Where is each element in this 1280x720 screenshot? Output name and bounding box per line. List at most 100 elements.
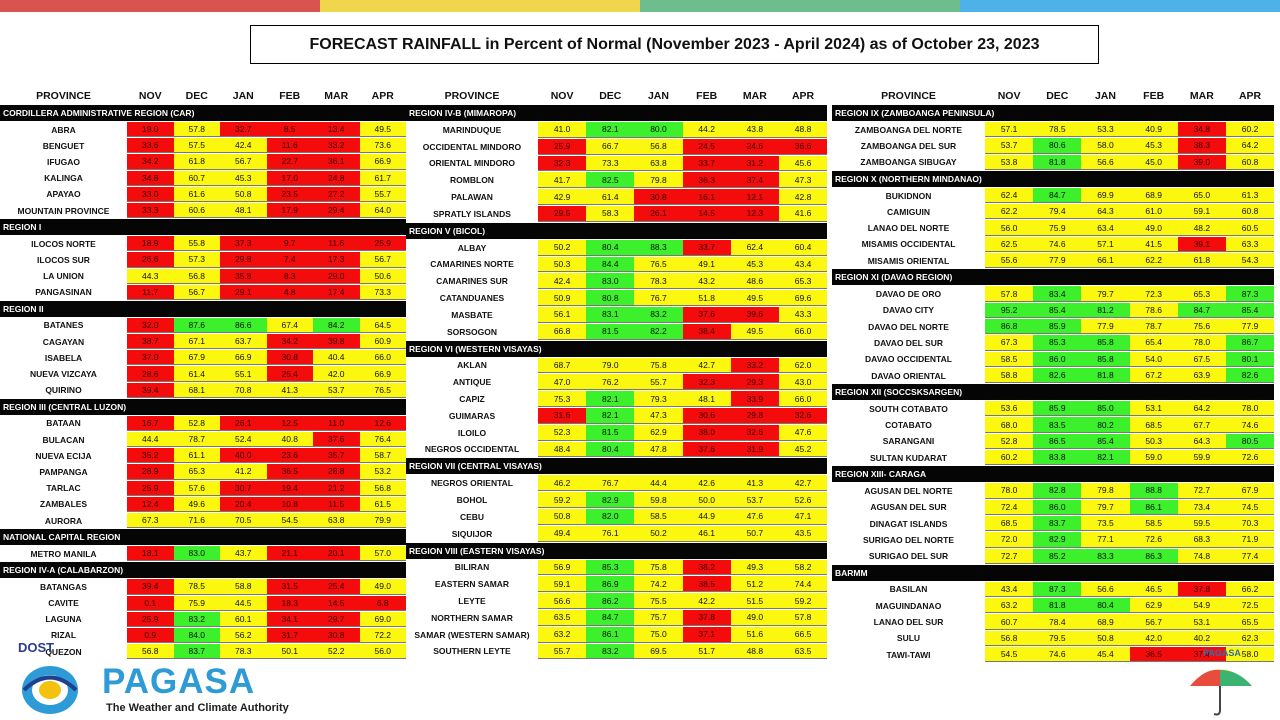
province-name: BATAAN (46, 418, 81, 429)
rainfall-value-cell: 35.7 (313, 448, 360, 464)
rainfall-value-cell: 29.0 (313, 268, 360, 284)
rainfall-value-cell: 39.6 (730, 306, 779, 323)
rainfall-value-cell: 67.7 (1177, 417, 1226, 433)
rainfall-value-cell: 83.3 (1081, 548, 1130, 564)
province-name: SAMAR (WESTERN SAMAR) (414, 629, 530, 640)
rainfall-value-cell: 70.3 (1225, 515, 1275, 532)
table-row: PALAWAN 42.9 61.4 30.8 16.1 12.1 42.8 (406, 189, 828, 205)
rainfall-value-cell: 16.1 (682, 189, 731, 205)
table-row: SULU 56.8 79.5 50.8 42.0 40.2 62.3 (832, 630, 1275, 647)
table-row: SURIGAO DEL NORTE 72.0 82.9 77.1 72.6 68.3 71.… (832, 532, 1275, 548)
rainfall-value-cell: 56.8 (985, 630, 1034, 647)
rainfall-value-cell: 30.6 (682, 407, 731, 424)
province-name: ZAMBOANGA DEL SUR (860, 140, 957, 151)
rainfall-value-cell: 56.0 (359, 644, 406, 660)
rainfall-value-cell: 85.3 (1033, 335, 1082, 351)
province-name: SURIGAO DEL SUR (868, 551, 949, 562)
rainfall-value-cell: 56.2 (220, 627, 267, 644)
table-row: TAWI-TAWI 54.5 74.6 45.4 36.5 37.4 58.0 (832, 647, 1275, 663)
rainfall-value-cell: 44.5 (220, 595, 267, 611)
rainfall-value-cell: 85.0 (1081, 401, 1130, 417)
rainfall-value-cell: 70.8 (220, 382, 267, 398)
rainfall-value-cell: 82.9 (1033, 532, 1082, 548)
rainfall-value-cell: 82.8 (1033, 483, 1082, 499)
page-title: FORECAST RAINFALL in Percent of Normal (… (250, 25, 1099, 64)
rainfall-value-cell: 26.1 (220, 415, 267, 431)
rainfall-value-cell: 57.1 (1081, 236, 1130, 253)
province-name: AGUSAN DEL NORTE (864, 485, 953, 496)
rainfall-value-cell: 69.0 (359, 611, 406, 627)
province-name: CAMARINES NORTE (430, 259, 514, 270)
province-name: ZAMBALES (39, 499, 88, 510)
rainfall-value-cell: 87.6 (173, 317, 220, 334)
rainfall-value-cell: 36.5 (1129, 647, 1178, 663)
rainfall-value-cell: 74.6 (1033, 236, 1082, 253)
rainfall-value-cell: 44.4 (127, 432, 174, 448)
rainfall-value-cell: 50.6 (359, 268, 406, 284)
rainfall-value-cell: 26.1 (634, 205, 683, 222)
rainfall-value-cell: 45.3 (730, 256, 779, 273)
rainfall-value-cell: 23.5 (266, 186, 313, 202)
rainfall-value-cell: 48.1 (682, 391, 731, 407)
rainfall-value-cell: 43.4 (778, 256, 828, 273)
rainfall-value-cell: 19.0 (127, 122, 174, 138)
rainfall-value-cell: 30.8 (313, 627, 360, 644)
rainfall-value-cell: 79.3 (634, 391, 683, 407)
rainfall-value-cell: 43.3 (778, 306, 828, 323)
rainfall-value-cell: 37.8 (1177, 581, 1226, 598)
table-row: NEGROS ORIENTAL 46.2 76.7 44.4 42.6 41.3 42.7 (406, 475, 828, 492)
header-month: FEB (1143, 90, 1165, 102)
rainfall-value-cell: 83.0 (173, 546, 220, 562)
table-row: LA UNION 44.3 56.8 35.8 8.3 29.0 50.6 (0, 268, 406, 284)
rainfall-value-cell: 61.8 (173, 154, 220, 170)
province-name: IFUGAO (46, 156, 81, 167)
rainfall-value-cell: 59.8 (634, 492, 683, 508)
rainfall-value-cell: 47.1 (778, 508, 828, 525)
rainfall-value-cell: 60.5 (1225, 220, 1275, 236)
rainfall-value-cell: 38.2 (682, 559, 731, 576)
rainfall-value-cell: 25.4 (313, 579, 360, 595)
rainfall-value-cell: 58.7 (359, 448, 406, 464)
region-header: REGION IV-A (CALABARZON) (0, 562, 406, 579)
rainfall-value-cell: 86.0 (1033, 499, 1082, 515)
rainfall-value-cell: 76.7 (586, 475, 635, 492)
table-row: MARINDUQUE 41.0 82.1 80.0 44.2 43.8 48.8 (406, 122, 828, 138)
rainfall-value-cell: 79.7 (1081, 499, 1130, 515)
rainfall-value-cell: 64.5 (359, 317, 406, 334)
rainfall-value-cell: 50.1 (266, 644, 313, 660)
rainfall-value-cell: 66.9 (359, 366, 406, 382)
table-row: GUIMARAS 31.6 82.1 47.3 30.6 29.8 32.6 (406, 407, 828, 424)
rainfall-value-cell: 79.7 (1081, 286, 1130, 302)
rainfall-value-cell: 46.1 (682, 525, 731, 542)
table-row: SOUTHERN LEYTE 55.7 83.2 69.5 51.7 48.8 63.5 (406, 643, 828, 660)
rainfall-value-cell: 56.7 (173, 284, 220, 300)
rainfall-value-cell: 76.7 (634, 290, 683, 306)
rainfall-value-cell: 64.3 (1177, 433, 1226, 450)
table-row: LANAO DEL NORTE 56.0 75.9 63.4 49.0 48.2 60.5 (832, 220, 1275, 236)
rainfall-value-cell: 24.8 (313, 170, 360, 186)
rainfall-value-cell: 29.1 (220, 284, 267, 300)
province-name: EASTERN SAMAR (434, 579, 510, 590)
table-row: ROMBLON 41.7 82.5 79.8 36.3 37.4 47.3 (406, 172, 828, 189)
rainfall-value-cell: 60.7 (173, 170, 220, 186)
rainfall-value-cell: 51.2 (730, 576, 779, 593)
rainfall-value-cell: 53.7 (730, 492, 779, 508)
rainfall-value-cell: 25.9 (127, 480, 174, 496)
region-header: REGION IX (ZAMBOANGA PENINSULA) (832, 105, 1275, 121)
rainfall-value-cell: 28.6 (127, 366, 174, 382)
rainfall-value-cell: 25.4 (266, 366, 313, 382)
rainfall-value-cell: 26.6 (127, 252, 174, 268)
header-month: DEC (599, 90, 622, 102)
province-name: CAVITE (48, 598, 79, 609)
rainfall-value-cell: 23.6 (266, 448, 313, 464)
rainfall-value-cell: 42.4 (538, 273, 587, 290)
rainfall-value-cell: 10.8 (266, 496, 313, 512)
rainfall-value-cell: 48.8 (730, 643, 779, 660)
rainfall-value-cell: 78.5 (173, 579, 220, 595)
rainfall-value-cell: 8.3 (266, 268, 313, 284)
rainfall-value-cell: 83.2 (586, 643, 635, 660)
header-month: APR (1238, 90, 1262, 102)
rainfall-value-cell: 21.1 (266, 546, 313, 562)
province-name: BUKIDNON (885, 190, 932, 201)
rainfall-value-cell: 68.5 (1129, 417, 1178, 433)
